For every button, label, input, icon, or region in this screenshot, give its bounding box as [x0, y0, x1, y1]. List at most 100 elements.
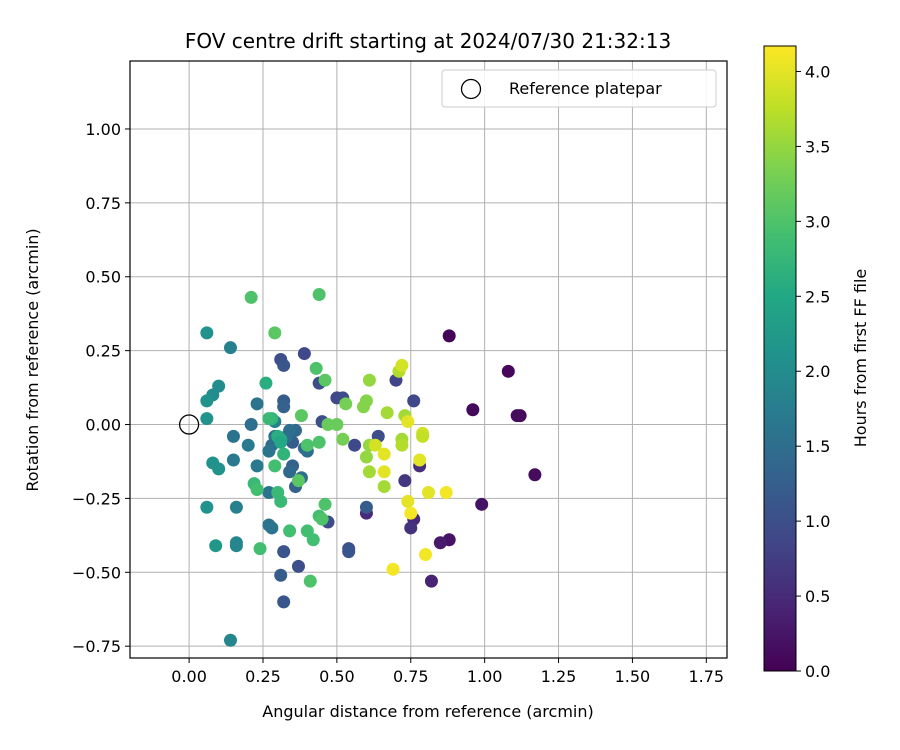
data-point	[283, 465, 297, 479]
legend-label: Reference platepar	[509, 79, 662, 98]
data-point	[200, 412, 214, 426]
data-point	[416, 429, 430, 443]
y-tick-label: −0.25	[72, 489, 121, 508]
y-tick-label: 0.00	[85, 416, 121, 435]
axes: 0.00 0.25 0.50 0.75 1.00 1.25 1.50 1.75 −0.75 −0.…	[72, 60, 728, 686]
data-point	[200, 500, 214, 514]
data-point	[262, 444, 276, 458]
data-point	[318, 497, 332, 511]
colorbar: 0.0 0.5 1.0 1.5 2.0 2.5 3.0 3.5 4.0	[763, 45, 830, 681]
data-point	[250, 397, 264, 411]
data-point	[229, 500, 243, 514]
data-point	[294, 409, 308, 423]
legend: Reference platepar	[441, 69, 717, 108]
data-point	[229, 536, 243, 550]
data-point	[277, 400, 291, 414]
data-point	[277, 358, 291, 372]
data-point	[309, 361, 323, 375]
data-point	[277, 447, 291, 461]
data-point	[315, 512, 329, 526]
data-point	[368, 438, 382, 452]
x-axis-label: Angular distance from reference (arcmin)	[262, 702, 593, 721]
x-tick-label: 0.00	[171, 667, 207, 686]
colorbar-tick-label: 2.5	[805, 287, 830, 306]
data-point	[339, 397, 353, 411]
data-point	[359, 450, 373, 464]
data-point	[291, 474, 305, 488]
data-point	[274, 568, 288, 582]
data-point	[395, 438, 409, 452]
data-point	[442, 329, 456, 343]
x-tick-label: 0.25	[245, 667, 281, 686]
data-points	[178, 287, 542, 647]
data-point	[342, 545, 356, 559]
data-point	[250, 459, 264, 473]
x-tick-label: 1.75	[688, 667, 724, 686]
data-point	[250, 483, 264, 497]
data-point	[241, 438, 255, 452]
colorbar-tick-label: 3.5	[805, 137, 830, 156]
data-point	[336, 432, 350, 446]
data-point	[300, 438, 314, 452]
y-tick-label: −0.75	[72, 637, 121, 656]
data-point	[501, 364, 515, 378]
colorbar-tick-label: 3.0	[805, 212, 830, 231]
data-point	[244, 418, 258, 432]
chart-title: FOV centre drift starting at 2024/07/30 …	[185, 29, 671, 53]
colorbar-tick-label: 0.5	[805, 587, 830, 606]
x-tick-label: 1.00	[467, 667, 503, 686]
data-point	[359, 500, 373, 514]
data-point	[291, 559, 305, 573]
data-point	[244, 290, 258, 304]
data-point	[377, 480, 391, 494]
y-tick-label: 0.50	[85, 268, 121, 287]
legend-reference-marker	[460, 78, 482, 100]
data-point	[303, 574, 317, 588]
colorbar-label: Hours from first FF file	[851, 269, 870, 448]
data-point	[265, 521, 279, 535]
colorbar-tick-label: 4.0	[805, 62, 830, 81]
colorbar-tick-label: 1.5	[805, 437, 830, 456]
data-point	[362, 373, 376, 387]
data-point	[274, 435, 288, 449]
data-point	[209, 539, 223, 553]
y-tick-label: 0.75	[85, 194, 121, 213]
data-point	[528, 468, 542, 482]
data-point	[380, 406, 394, 420]
data-point	[268, 326, 282, 340]
colorbar-tick-label: 0.0	[805, 662, 830, 681]
data-point	[312, 435, 326, 449]
data-point	[330, 418, 344, 432]
data-point	[395, 358, 409, 372]
data-point	[404, 506, 418, 520]
data-point	[377, 447, 391, 461]
data-point	[404, 521, 418, 535]
y-axis-label: Rotation from reference (arcmin)	[23, 228, 42, 491]
y-tick-label: 0.25	[85, 342, 121, 361]
data-point	[262, 412, 276, 426]
data-point	[226, 429, 240, 443]
data-point	[283, 524, 297, 538]
data-point	[253, 542, 267, 556]
data-point	[398, 474, 412, 488]
data-point	[277, 545, 291, 559]
legend-box	[441, 69, 717, 108]
data-point	[268, 459, 282, 473]
grid	[130, 61, 727, 658]
data-point	[226, 453, 240, 467]
data-point	[413, 453, 427, 467]
data-point	[475, 497, 489, 511]
data-point	[401, 494, 415, 508]
data-point	[212, 462, 226, 476]
x-tick-label: 0.75	[393, 667, 429, 686]
colorbar-tick-label: 1.0	[805, 512, 830, 531]
data-point	[297, 347, 311, 361]
data-point	[433, 536, 447, 550]
data-point	[424, 574, 438, 588]
data-point	[510, 409, 524, 423]
x-tick-label: 0.50	[319, 667, 355, 686]
data-point	[274, 494, 288, 508]
y-tick-label: 1.00	[85, 120, 121, 139]
